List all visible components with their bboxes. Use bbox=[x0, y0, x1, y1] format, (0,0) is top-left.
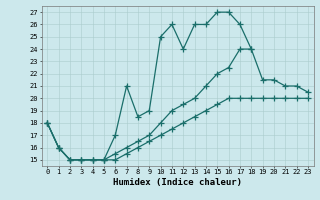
X-axis label: Humidex (Indice chaleur): Humidex (Indice chaleur) bbox=[113, 178, 242, 187]
